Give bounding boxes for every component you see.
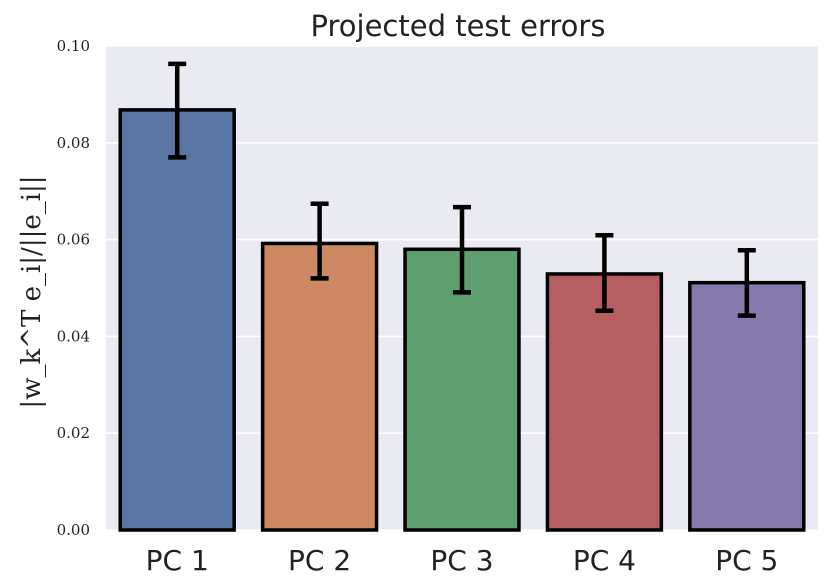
error-bar-4 xyxy=(595,232,614,313)
chart-title: Projected test errors xyxy=(311,9,606,43)
x-tick-label: PC 3 xyxy=(430,544,493,577)
bar-1 xyxy=(118,108,236,532)
x-tick-label: PC 5 xyxy=(715,544,778,577)
y-tick-label: 0.02 xyxy=(57,424,90,442)
error-bar-2 xyxy=(310,201,329,281)
x-tick-labels: PC 1 PC 2 PC 3 PC 4 PC 5 xyxy=(146,544,779,577)
bar-4 xyxy=(545,272,664,532)
x-tick-label: PC 1 xyxy=(146,544,209,577)
y-tick-label: 0.00 xyxy=(57,521,90,539)
bars xyxy=(118,108,806,532)
error-bar-3 xyxy=(453,204,471,295)
y-tick-label: 0.04 xyxy=(57,327,90,345)
error-bar-5 xyxy=(737,247,756,318)
x-tick-label: PC 2 xyxy=(288,544,351,577)
y-tick-labels: 0.00 0.02 0.04 0.06 0.08 0.10 xyxy=(57,37,90,539)
y-tick-label: 0.08 xyxy=(57,134,90,152)
error-bar-1 xyxy=(168,61,187,160)
error-bars xyxy=(168,61,756,318)
y-axis-label: |w_k^T e_i|/||e_i|| xyxy=(17,175,47,408)
x-tick-label: PC 4 xyxy=(573,544,636,577)
y-tick-label: 0.10 xyxy=(57,37,90,55)
bar-5 xyxy=(688,280,806,532)
bar-2 xyxy=(260,241,379,532)
y-tick-label: 0.06 xyxy=(57,231,90,249)
